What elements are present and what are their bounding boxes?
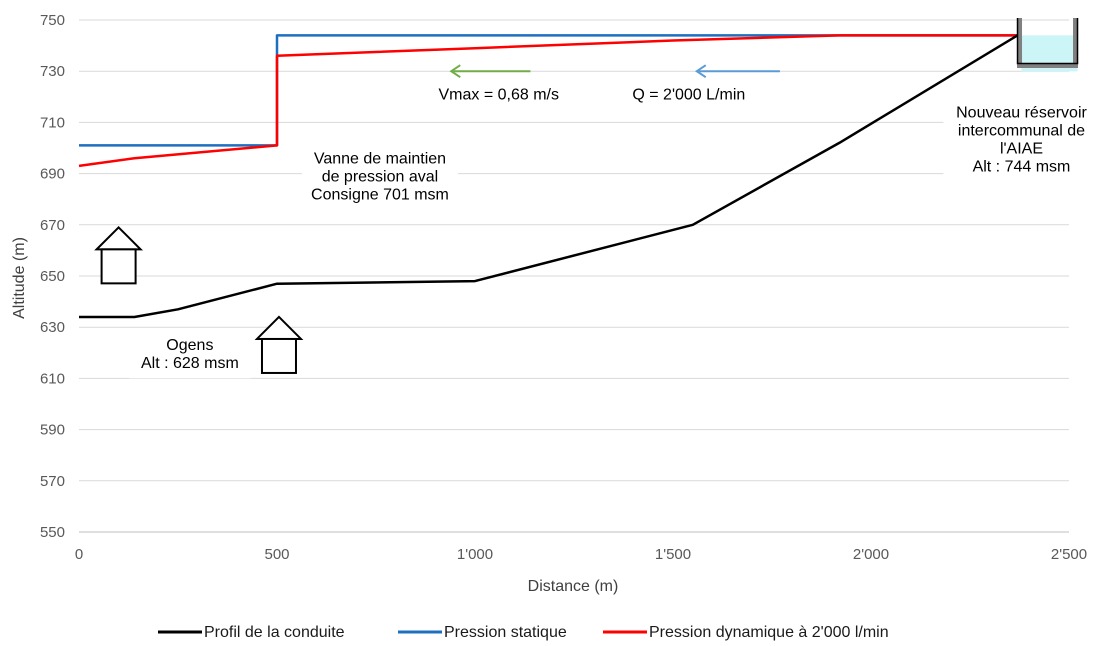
y-axis-title: Altitude (m)	[11, 237, 28, 319]
annotation-line: intercommunal de	[958, 122, 1085, 139]
y-tick-label: 630	[40, 319, 65, 336]
chart-icons	[94, 18, 1079, 374]
annotation-line: Vmax = 0,68 m/s	[439, 86, 560, 103]
x-tick-label: 1'500	[655, 546, 691, 563]
y-axis-ticks: 550 570 590 610 630 650 670 690 710 730 750	[40, 12, 65, 541]
legend-item-0: Profil de la conduite	[158, 624, 345, 641]
legend: Profil de la conduite Pression statique Pr…	[158, 624, 889, 641]
house-icon-lower	[254, 315, 304, 374]
annotation-line: Ogens	[166, 337, 213, 354]
legend-item-2: Pression dynamique à 2'000 l/min	[603, 624, 889, 641]
y-tick-label: 730	[40, 63, 65, 80]
reservoir-icon	[1016, 18, 1079, 72]
y-tick-label: 650	[40, 268, 65, 285]
x-tick-label: 2'500	[1051, 546, 1087, 563]
annotation-line: l'AIAE	[1000, 140, 1043, 157]
annotation-debit: Q = 2'000 L/min	[619, 85, 759, 110]
annotation-line: Vanne de maintien	[314, 150, 446, 167]
x-tick-label: 1'000	[457, 546, 493, 563]
x-tick-label: 500	[264, 546, 289, 563]
y-tick-label: 710	[40, 114, 65, 131]
debit-arrow	[694, 64, 780, 79]
reservoir-walls	[1017, 18, 1079, 69]
y-tick-label: 570	[40, 473, 65, 490]
legend-item-1: Pression statique	[398, 624, 567, 641]
legend-label: Profil de la conduite	[204, 624, 345, 641]
grid-lines	[79, 19, 1069, 482]
annotation-line: Alt : 744 msm	[973, 158, 1071, 175]
annotation-line: Consigne 701 msm	[311, 186, 449, 203]
series-line-0	[79, 34, 1019, 319]
series-line-2	[78, 34, 1018, 168]
y-tick-label: 590	[40, 422, 65, 439]
y-tick-label: 610	[40, 370, 65, 387]
annotation-line: Alt : 628 msm	[141, 355, 239, 372]
annotation-vmax: Vmax = 0,68 m/s	[429, 85, 569, 110]
annotation-line: Nouveau réservoir	[956, 104, 1087, 121]
legend-label: Pression statique	[444, 624, 567, 641]
vmax-arrow	[449, 64, 531, 79]
y-tick-label: 550	[40, 524, 65, 541]
annotation-line: de pression aval	[322, 168, 439, 185]
x-tick-label: 0	[75, 546, 83, 563]
legend-label: Pression dynamique à 2'000 l/min	[649, 624, 889, 641]
x-axis-title: Distance (m)	[528, 578, 619, 595]
y-tick-label: 690	[40, 166, 65, 183]
series-lines	[78, 34, 1019, 319]
y-tick-label: 670	[40, 217, 65, 234]
x-tick-label: 2'000	[853, 546, 889, 563]
x-axis-ticks: 0 500 1'000 1'500 2'000 2'500	[75, 546, 1087, 563]
annotation-line: Q = 2'000 L/min	[632, 86, 745, 103]
house-icon-upper	[94, 225, 144, 285]
y-tick-label: 750	[40, 12, 65, 29]
